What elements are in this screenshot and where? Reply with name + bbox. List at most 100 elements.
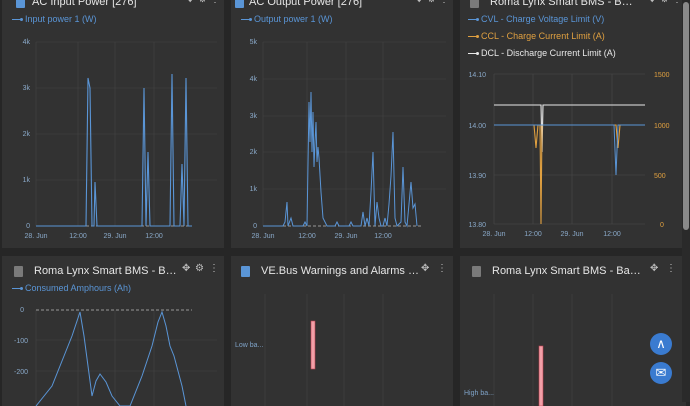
series-consumed-ah [35,310,187,406]
y2-tick: 1500 [654,72,670,79]
chevron-up-icon: ∧ [656,336,666,351]
consumed-amphours-panel: Roma Lynx Smart BMS - Battery ... ✥ ⚙ ⋮ … [2,256,224,406]
alarm-row-label: High ba... [464,390,494,397]
vebus-warnings-panel: VE.Bus Warnings and Alarms [276] ✥ ⋮ Low… [231,256,453,406]
y-tick: 2k [23,131,31,138]
document-icon [241,266,250,277]
line-legend-icon [12,17,23,21]
scroll-top-button[interactable]: ∧ [650,333,672,355]
line-legend-icon [468,34,479,38]
scrollbar-thumb[interactable] [683,2,689,230]
x-tick: 12:00 [69,233,87,240]
y-tick: 14.10 [468,72,486,79]
gridlines [493,294,613,406]
y-tick: 3k [23,85,31,92]
y-tick: 0 [253,223,257,230]
move-icon[interactable]: ✥ [650,263,660,274]
more-icon[interactable]: ⋮ [209,263,220,274]
chart-bms-limits[interactable]: 14.10 14.00 13.90 13.80 1500 1000 500 0 … [460,0,686,248]
chart-battery-alarms[interactable] [460,256,686,406]
alarm-bar [310,320,316,370]
move-icon[interactable]: ✥ [421,263,431,274]
gridlines [264,294,384,406]
gridlines [262,41,446,226]
x-tick: 12:00 [145,233,163,240]
y-tick: -200 [14,369,28,376]
settings-icon[interactable]: ⚙ [660,0,670,5]
y-tick: 0 [26,223,30,230]
more-icon[interactable]: ⋮ [666,263,677,274]
gridlines [493,73,645,225]
scrollbar[interactable] [682,0,690,402]
battery-icon [470,0,479,8]
y2-tick: 0 [660,222,664,229]
legend-cvl[interactable]: CVL - Charge Voltage Limit (V) [468,14,604,24]
legend-dcl[interactable]: DCL - Discharge Current Limit (A) [468,48,616,58]
more-icon[interactable]: ⋮ [672,0,683,5]
more-icon[interactable]: ⋮ [210,0,221,5]
battery-icon [472,266,481,277]
legend-consumed-ah[interactable]: Consumed Amphours (Ah) [12,283,131,293]
chat-button[interactable]: ✉ [650,362,672,384]
y-tick: 1k [23,177,31,184]
line-legend-icon [12,286,23,290]
y-tick: 3k [250,113,258,120]
document-icon [16,0,25,8]
bms-charge-limits-panel: Roma Lynx Smart BMS - BMS Ch... ✥ ⚙ ⋮ CV… [460,0,686,248]
more-icon[interactable]: ⋮ [439,0,450,5]
line-legend-icon [468,51,479,55]
document-icon [235,0,244,8]
move-icon[interactable]: ✥ [648,0,657,5]
x-tick: 29. Jun [335,233,358,240]
chart-consumed-ah[interactable]: 0 -100 -200 [2,256,224,406]
line-legend-icon [468,17,479,21]
series-input-power [36,73,192,227]
x-tick: 29. Jun [561,231,584,238]
chat-icon: ✉ [655,365,667,380]
move-icon[interactable]: ✥ [415,0,424,5]
y-tick: 5k [250,39,258,46]
gridlines [35,41,217,226]
y-tick: 2k [250,149,258,156]
y2-tick: 1000 [654,123,670,130]
y-tick: 4k [23,39,31,46]
x-tick: 12:00 [603,231,621,238]
y-tick: 4k [250,76,258,83]
gridlines [35,310,217,406]
move-icon[interactable]: ✥ [186,0,195,5]
settings-icon[interactable]: ⚙ [198,0,208,5]
x-tick: 28. Jun [252,233,275,240]
line-legend-icon [241,17,252,21]
battery-alarms-panel: Roma Lynx Smart BMS - Battery ... ✥ ⋮ Hi… [460,256,686,406]
x-tick: 28. Jun [483,231,506,238]
legend-output-power[interactable]: Output power 1 (W) [241,14,333,24]
alarm-bar [538,345,544,406]
y-tick: 0 [20,307,24,314]
y2-tick: 500 [654,173,666,180]
x-tick: 12:00 [298,233,316,240]
x-tick: 28. Jun [25,233,48,240]
alarm-row-label: Low ba... [235,342,264,349]
series-dcl [494,104,645,153]
legend-input-power[interactable]: Input power 1 (W) [12,14,97,24]
chart-vebus-alarms[interactable] [231,256,453,406]
y-tick: 1k [250,186,258,193]
chart-ac-output[interactable]: 5k 4k 3k 2k 1k 0 28. Jun 12:00 29. Jun 1… [231,0,453,248]
y-tick: -100 [14,338,28,345]
legend-ccl[interactable]: CCL - Charge Current Limit (A) [468,31,605,41]
settings-icon[interactable]: ⚙ [427,0,437,5]
y-tick: 14.00 [468,123,486,130]
settings-icon[interactable]: ⚙ [195,263,205,274]
series-cvl [494,124,645,176]
move-icon[interactable]: ✥ [182,263,192,274]
x-tick: 12:00 [524,231,542,238]
battery-icon [14,266,23,277]
chart-ac-input[interactable]: 4k 3k 2k 1k 0 28. Jun 12:00 29. Jun 12:0… [2,0,224,248]
x-tick: 29. Jun [104,233,127,240]
more-icon[interactable]: ⋮ [437,263,448,274]
series-output-power [263,91,418,228]
series-ccl [494,124,645,225]
ac-output-power-panel: AC Output Power [276] ✥ ⚙ ⋮ Output power… [231,0,453,248]
y-tick: 13.80 [468,222,486,229]
ac-input-power-panel: AC Input Power [276] ✥ ⚙ ⋮ Input power 1… [2,0,224,248]
